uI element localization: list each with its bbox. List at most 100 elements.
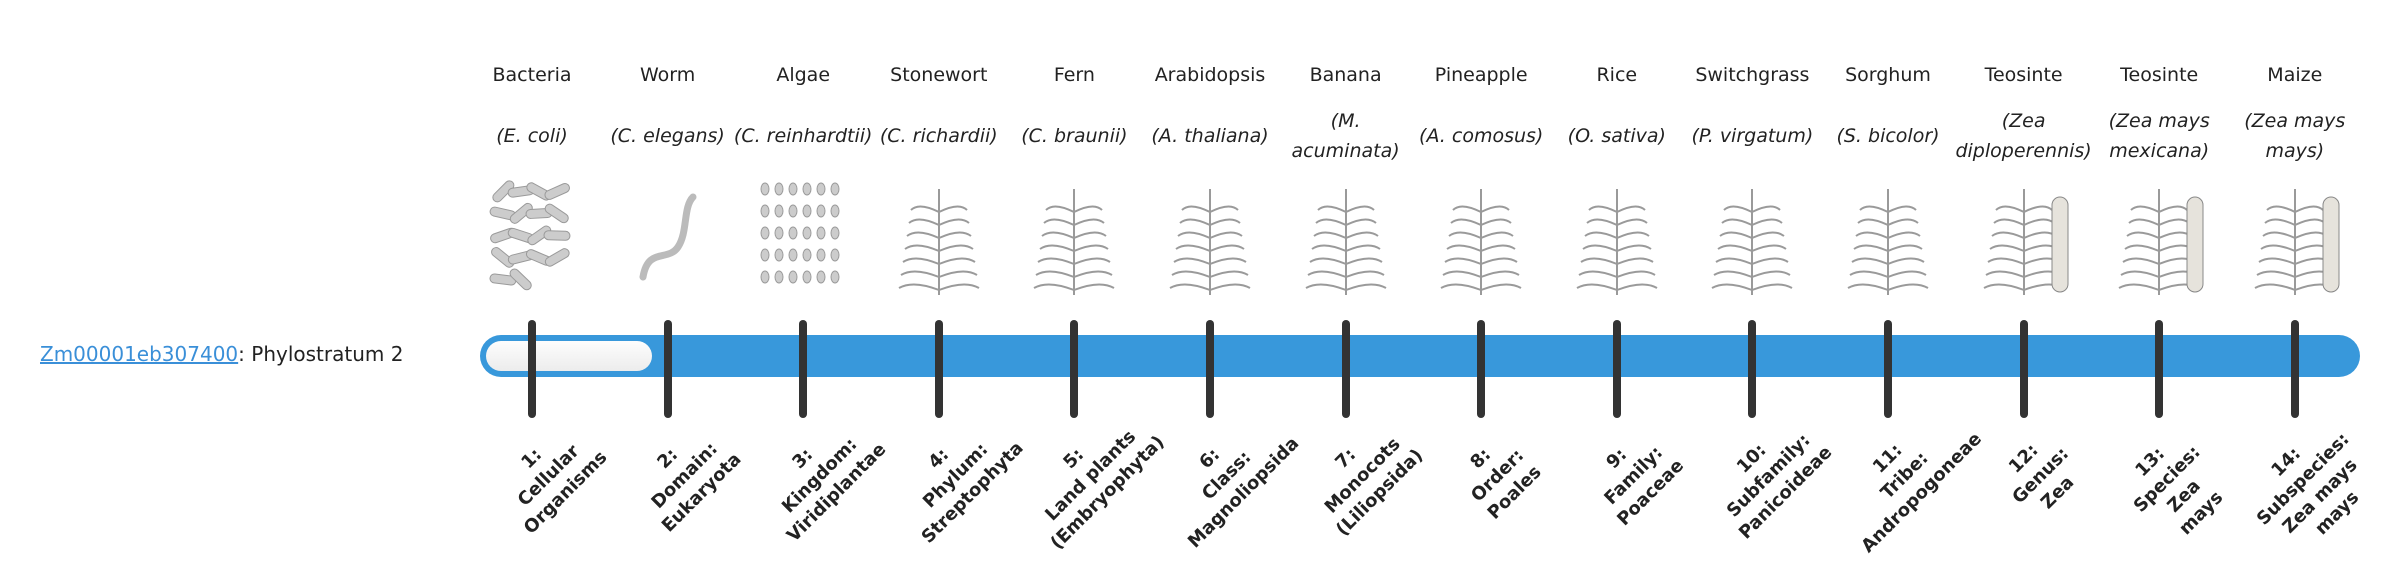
stratum-column: Stonewort (C. richardii) — [869, 62, 1009, 299]
common-name: Teosinte — [2120, 64, 2199, 86]
common-name: Banana — [1309, 64, 1382, 86]
common-name: Worm — [639, 64, 696, 86]
common-name: Fern — [1053, 64, 1095, 86]
stratum-tick[interactable] — [934, 320, 943, 418]
common-name: Arabidopsis — [1154, 64, 1266, 86]
algae-icon — [733, 174, 873, 299]
common-name: Bacteria — [492, 64, 572, 86]
stratum-column: Switchgrass (P. virgatum) — [1682, 62, 1822, 299]
stratum-column: Rice (O. sativa) — [1547, 62, 1687, 299]
stratum-tick[interactable] — [528, 320, 536, 418]
common-name: Stonewort — [890, 64, 988, 86]
switchgrass-icon — [1682, 174, 1822, 299]
stratum-label: 6: Class: Magnoliopsida — [1141, 390, 1312, 561]
scientific-name: (E. coli) — [462, 92, 602, 174]
arabidopsis-icon — [1140, 174, 1280, 299]
stratum-tick[interactable] — [2019, 320, 2028, 418]
stratum-tick[interactable] — [663, 320, 672, 418]
phylostratum-bar — [480, 335, 2360, 377]
stratum-tick[interactable] — [799, 320, 808, 418]
phylostratum-fill — [486, 341, 652, 371]
stratum-label: 1: Cellular Organisms — [463, 390, 634, 561]
common-name: Maize — [2267, 64, 2323, 86]
scientific-name: (P. virgatum) — [1682, 92, 1822, 174]
stratum-tick[interactable] — [2155, 320, 2164, 418]
fern-icon — [1004, 174, 1144, 299]
stratum-column: Teosinte (Zea mays mexicana) — [2089, 62, 2229, 299]
stratum-label: 9: Family: Poaceae — [1548, 390, 1719, 561]
worm-icon — [598, 174, 738, 299]
scientific-name: (A. comosus) — [1411, 92, 1551, 174]
scientific-name-text: (A. thaliana) — [1151, 125, 1269, 147]
scientific-name: (C. reinhardtii) — [733, 92, 873, 174]
stratum-label: 5: Land plants (Embryophyta) — [1006, 390, 1177, 561]
scientific-name-text: (M. acuminata) — [1291, 110, 1400, 162]
stratum-label: 2: Domain: Eukaryota — [599, 390, 770, 561]
stratum-column: Arabidopsis (A. thaliana) — [1140, 62, 1280, 299]
common-name: Teosinte — [1984, 64, 2063, 86]
stratum-tick[interactable] — [1884, 320, 1892, 418]
common-name: Sorghum — [1845, 64, 1931, 86]
gene-label: Zm00001eb307400: Phylostratum 2 — [40, 340, 403, 368]
stratum-tick[interactable] — [1206, 320, 1214, 418]
scientific-name: (S. bicolor) — [1818, 92, 1958, 174]
stratum-column: Fern (C. braunii) — [1004, 62, 1144, 299]
stratum-column: Maize (Zea mays mays) — [2225, 62, 2365, 299]
sorghum-icon — [1818, 174, 1958, 299]
stratum-column: Algae (C. reinhardtii) — [733, 62, 873, 299]
stratum-label: 4: Phylum: Streptophyta — [870, 390, 1041, 561]
scientific-name: (C. richardii) — [869, 92, 1009, 174]
teosinte-icon — [2089, 174, 2229, 299]
scientific-name: (Zea mays mays) — [2225, 92, 2365, 174]
stratum-tick[interactable] — [1748, 320, 1757, 418]
scientific-name: (C. elegans) — [598, 92, 738, 174]
scientific-name-text: (C. reinhardtii) — [733, 125, 873, 147]
scientific-name-text: (E. coli) — [496, 125, 568, 147]
scientific-name-text: (C. richardii) — [879, 125, 998, 147]
stratum-tick[interactable] — [1612, 320, 1621, 418]
scientific-name-text: (Zea mays mexicana) — [2108, 110, 2210, 162]
scientific-name-text: (P. virgatum) — [1691, 125, 1814, 147]
scientific-name-text: (Zea mays mays) — [2244, 110, 2346, 162]
stratum-tick[interactable] — [1070, 320, 1079, 418]
scientific-name: (O. sativa) — [1547, 92, 1687, 174]
scientific-name-text: (S. bicolor) — [1836, 125, 1940, 147]
stratum-tick[interactable] — [1477, 320, 1486, 418]
bacteria-icon — [462, 174, 602, 299]
stratum-label: 10: Subfamily: Panicoideae — [1684, 390, 1855, 561]
stratum-column: Teosinte (Zea diploperennis) — [1954, 62, 2094, 299]
stratum-tick[interactable] — [2290, 320, 2299, 418]
scientific-name: (Zea diploperennis) — [1954, 92, 2094, 174]
common-name: Pineapple — [1434, 64, 1528, 86]
scientific-name: (Zea mays mexicana) — [2089, 92, 2229, 174]
stratum-column: Bacteria (E. coli) — [462, 62, 602, 299]
common-name: Rice — [1596, 64, 1638, 86]
stratum-label: 13: Species: Zea mays — [2082, 394, 2270, 582]
phylostratum-status: Phylostratum 2 — [251, 342, 404, 366]
stratum-column: Banana (M. acuminata) — [1276, 62, 1416, 299]
stratum-label: 3: Kingdom: Viridiplantae — [735, 390, 906, 561]
stratum-label: 7: Monocots (Liliopsida) — [1277, 390, 1448, 561]
rice-icon — [1547, 174, 1687, 299]
scientific-name-text: (A. comosus) — [1419, 125, 1544, 147]
common-name: Switchgrass — [1695, 64, 1810, 86]
scientific-name-text: (C. elegans) — [610, 125, 725, 147]
scientific-name-text: (Zea diploperennis) — [1955, 110, 2092, 162]
gene-link[interactable]: Zm00001eb307400 — [40, 342, 239, 366]
scientific-name-text: (O. sativa) — [1567, 125, 1666, 147]
scientific-name: (C. braunii) — [1004, 92, 1144, 174]
common-name: Algae — [776, 64, 831, 86]
banana-icon — [1276, 174, 1416, 299]
pineapple-icon — [1411, 174, 1551, 299]
scientific-name-text: (C. braunii) — [1021, 125, 1128, 147]
gene-separator: : — [238, 342, 245, 366]
stratum-label: 12: Genus: Zea — [1955, 390, 2126, 561]
stratum-label: 8: Order: Poales — [1413, 390, 1584, 561]
maize-icon — [2225, 174, 2365, 299]
stratum-column: Worm (C. elegans) — [598, 62, 738, 299]
teosinte-icon — [1954, 174, 2094, 299]
scientific-name: (M. acuminata) — [1276, 92, 1416, 174]
stratum-column: Sorghum (S. bicolor) — [1818, 62, 1958, 299]
stratum-tick[interactable] — [1341, 320, 1350, 418]
stratum-label: 11: Tribe: Andropogoneae — [1819, 390, 1990, 561]
